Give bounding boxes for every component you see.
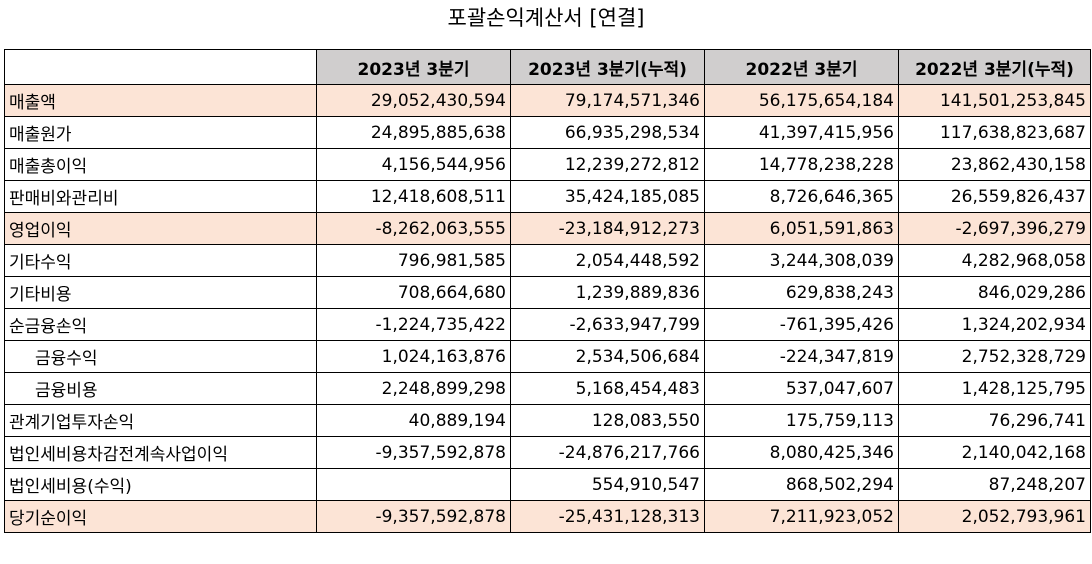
value-cell: -24,876,217,766 [510,436,705,469]
value-cell: 4,282,968,058 [898,244,1091,277]
value-cell: 24,895,885,638 [316,116,511,149]
value-cell: 6,051,591,863 [704,212,899,245]
value-cell: -1,224,735,422 [316,308,511,341]
value-cell: 846,029,286 [898,276,1091,309]
value-cell: 26,559,826,437 [898,180,1091,213]
row-label: 금융수익 [4,340,317,373]
header-2022-q3-cumulative: 2022년 3분기(누적) [898,49,1091,85]
value-cell: 1,324,202,934 [898,308,1091,341]
value-cell: -2,697,396,279 [898,212,1091,245]
value-cell: 4,156,544,956 [316,148,511,181]
value-cell: 40,889,194 [316,404,511,437]
table-row: 관계기업투자손익 40,889,194 128,083,550 175,759,113… [4,404,1091,437]
row-label: 법인세비용차감전계속사업이익 [4,436,317,469]
value-cell [316,468,511,501]
row-label: 판매비와관리비 [4,180,317,213]
value-cell: 7,211,923,052 [704,500,899,533]
header-2023-q3: 2023년 3분기 [316,49,511,85]
value-cell: 29,052,430,594 [316,84,511,117]
table-row: 기타비용 708,664,680 1,239,889,836 629,838,243 8… [4,276,1091,309]
row-label: 기타수익 [4,244,317,277]
row-label: 당기순이익 [4,500,317,533]
table-row: 순금융손익 -1,224,735,422 -2,633,947,799 -761,39… [4,308,1091,341]
value-cell: 41,397,415,956 [704,116,899,149]
value-cell: 56,175,654,184 [704,84,899,117]
table-row: 금융비용 2,248,899,298 5,168,454,483 537,047,60… [4,372,1091,405]
table-row: 매출원가 24,895,885,638 66,935,298,534 41,397,4… [4,116,1091,149]
income-statement-table: 2023년 3분기 2023년 3분기(누적) 2022년 3분기 2022년 … [4,49,1091,533]
row-label: 매출액 [4,84,317,117]
value-cell: -9,357,592,878 [316,436,511,469]
row-label: 법인세비용(수익) [4,468,317,501]
row-label: 금융비용 [4,372,317,405]
value-cell: 2,054,448,592 [510,244,705,277]
value-cell: 23,862,430,158 [898,148,1091,181]
value-cell: 629,838,243 [704,276,899,309]
value-cell: 66,935,298,534 [510,116,705,149]
value-cell: 87,248,207 [898,468,1091,501]
table-row: 기타수익 796,981,585 2,054,448,592 3,244,308,03… [4,244,1091,277]
value-cell: 79,174,571,346 [510,84,705,117]
row-label: 매출총이익 [4,148,317,181]
header-2022-q3: 2022년 3분기 [704,49,899,85]
value-cell: 8,726,646,365 [704,180,899,213]
value-cell: 141,501,253,845 [898,84,1091,117]
row-label: 순금융손익 [4,308,317,341]
table-row: 매출액 29,052,430,594 79,174,571,346 56,175,65… [4,84,1091,117]
value-cell: 12,418,608,511 [316,180,511,213]
value-cell: 14,778,238,228 [704,148,899,181]
table-row: 판매비와관리비 12,418,608,511 35,424,185,085 8,726… [4,180,1091,213]
value-cell: -2,633,947,799 [510,308,705,341]
header-row: 2023년 3분기 2023년 3분기(누적) 2022년 3분기 2022년 … [4,49,1091,85]
value-cell: -224,347,819 [704,340,899,373]
value-cell: 128,083,550 [510,404,705,437]
value-cell: -25,431,128,313 [510,500,705,533]
table-row: 영업이익 -8,262,063,555 -23,184,912,273 6,051,5… [4,212,1091,245]
value-cell: 708,664,680 [316,276,511,309]
value-cell: 1,239,889,836 [510,276,705,309]
value-cell: 175,759,113 [704,404,899,437]
table-row: 법인세비용차감전계속사업이익 -9,357,592,878 -24,876,217,… [4,436,1091,469]
value-cell: 554,910,547 [510,468,705,501]
value-cell: 868,502,294 [704,468,899,501]
value-cell: 12,239,272,812 [510,148,705,181]
value-cell: -8,262,063,555 [316,212,511,245]
value-cell: -23,184,912,273 [510,212,705,245]
value-cell: 796,981,585 [316,244,511,277]
table-row: 법인세비용(수익) 554,910,547 868,502,294 87,248,20… [4,468,1091,501]
row-label: 영업이익 [4,212,317,245]
value-cell: -761,395,426 [704,308,899,341]
row-label: 관계기업투자손익 [4,404,317,437]
value-cell: 8,080,425,346 [704,436,899,469]
value-cell: 2,752,328,729 [898,340,1091,373]
table-row: 금융수익 1,024,163,876 2,534,506,684 -224,347,8… [4,340,1091,373]
value-cell: 76,296,741 [898,404,1091,437]
value-cell: 1,428,125,795 [898,372,1091,405]
value-cell: 2,534,506,684 [510,340,705,373]
table-row: 매출총이익 4,156,544,956 12,239,272,812 14,778,2… [4,148,1091,181]
value-cell: 117,638,823,687 [898,116,1091,149]
row-label: 매출원가 [4,116,317,149]
value-cell: 35,424,185,085 [510,180,705,213]
page-title: 포괄손익계산서 [연결] [447,6,645,30]
value-cell: 5,168,454,483 [510,372,705,405]
value-cell: 2,052,793,961 [898,500,1091,533]
value-cell: 1,024,163,876 [316,340,511,373]
value-cell: 2,140,042,168 [898,436,1091,469]
value-cell: -9,357,592,878 [316,500,511,533]
table-row: 당기순이익 -9,357,592,878 -25,431,128,313 7,211,… [4,500,1091,533]
value-cell: 3,244,308,039 [704,244,899,277]
value-cell: 2,248,899,298 [316,372,511,405]
header-corner-cell [4,49,317,85]
value-cell: 537,047,607 [704,372,899,405]
header-2023-q3-cumulative: 2023년 3분기(누적) [510,49,705,85]
row-label: 기타비용 [4,276,317,309]
